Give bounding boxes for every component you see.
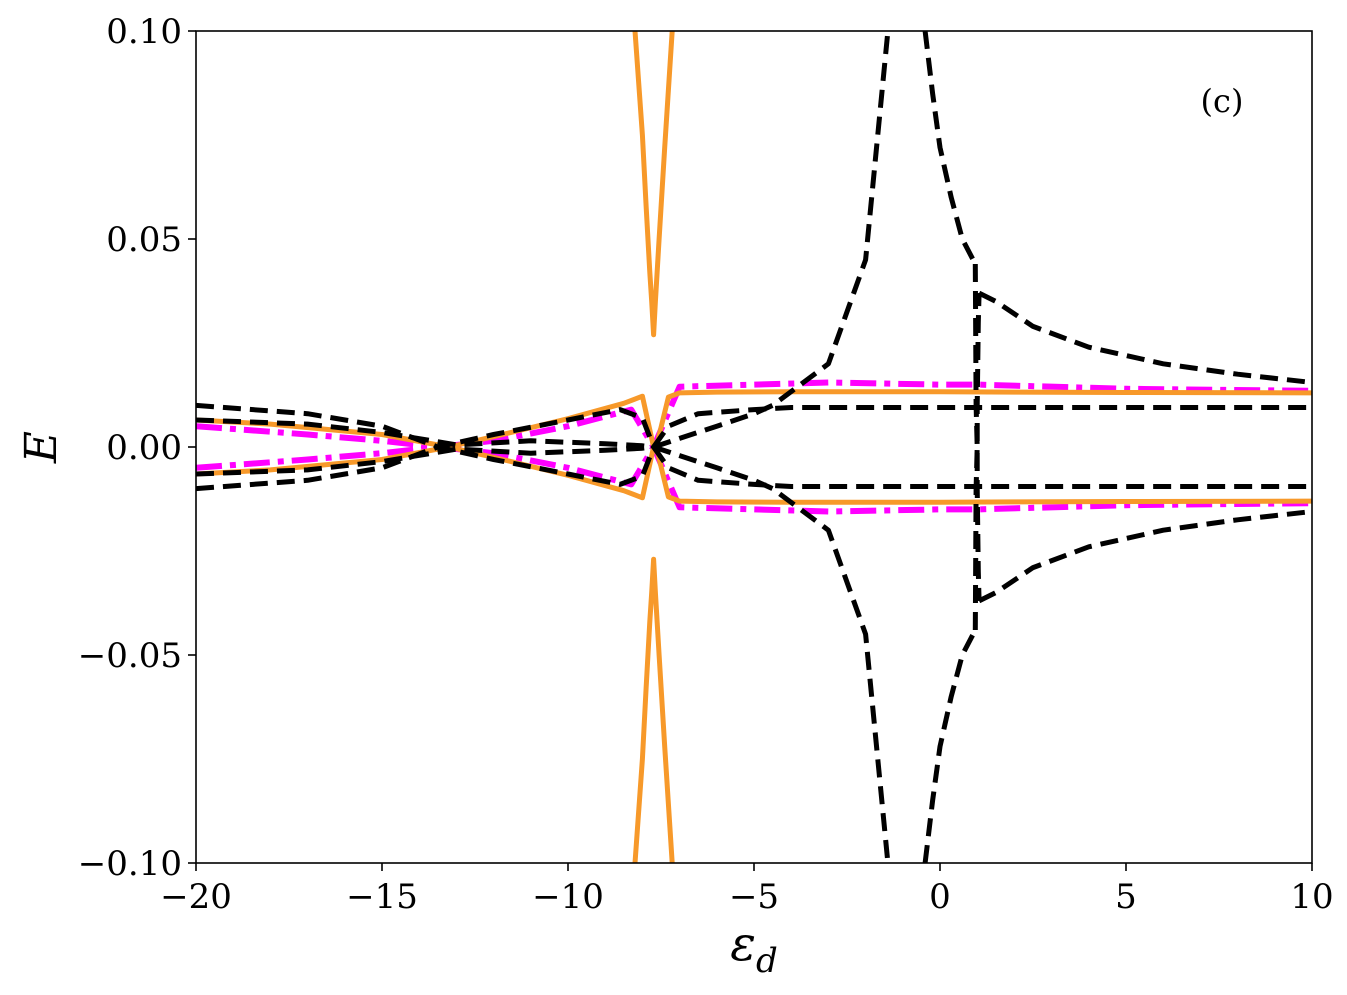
- y-tick-label: 0.10: [106, 12, 182, 52]
- series-line-19: [972, 293, 982, 631]
- x-tick-label: 0: [929, 877, 951, 917]
- x-axis-label-subscript: d: [756, 941, 778, 981]
- x-axis-label-main: ε: [730, 916, 756, 972]
- series-line-13: [651, 445, 1312, 489]
- x-tick-label: −5: [729, 877, 779, 917]
- series-line-4: [654, 389, 1312, 444]
- series-line-9: [196, 407, 656, 492]
- series-line-11: [196, 444, 654, 477]
- x-axis-label: εd: [730, 916, 778, 981]
- y-tick-label: 0.05: [106, 220, 182, 260]
- series-line-21: [977, 509, 1312, 604]
- x-tick-label: 5: [1115, 877, 1137, 917]
- x-tick-label: −15: [346, 877, 418, 917]
- series-line-17: [922, 628, 978, 863]
- y-tick-label: −0.05: [78, 636, 182, 676]
- plot-frame: [195, 30, 1313, 864]
- series-layer: [196, 31, 1312, 863]
- x-tick-label: 10: [1290, 877, 1333, 917]
- series-line-6: [632, 31, 675, 338]
- series-line-5: [654, 450, 1312, 505]
- series-line-15: [652, 31, 891, 450]
- series-line-7: [632, 556, 675, 863]
- series-line-10: [196, 417, 654, 450]
- series-line-8: [196, 402, 656, 487]
- y-axis-ticks: 0.10 0.05 0.00 −0.05 −0.10: [78, 12, 196, 884]
- y-axis-label: E: [16, 431, 67, 464]
- series-line-12: [651, 405, 1312, 449]
- series-line-20: [977, 290, 1312, 385]
- y-tick-label: −0.10: [78, 844, 182, 884]
- x-axis-ticks: −20 −15 −10 −5 0 5 10: [160, 863, 1334, 917]
- x-tick-label: −10: [532, 877, 604, 917]
- series-line-16: [922, 31, 978, 266]
- annotation-label: (c): [1201, 82, 1244, 120]
- series-line-14: [652, 444, 891, 863]
- y-tick-label: 0.00: [106, 428, 182, 468]
- x-tick-label: −20: [160, 877, 232, 917]
